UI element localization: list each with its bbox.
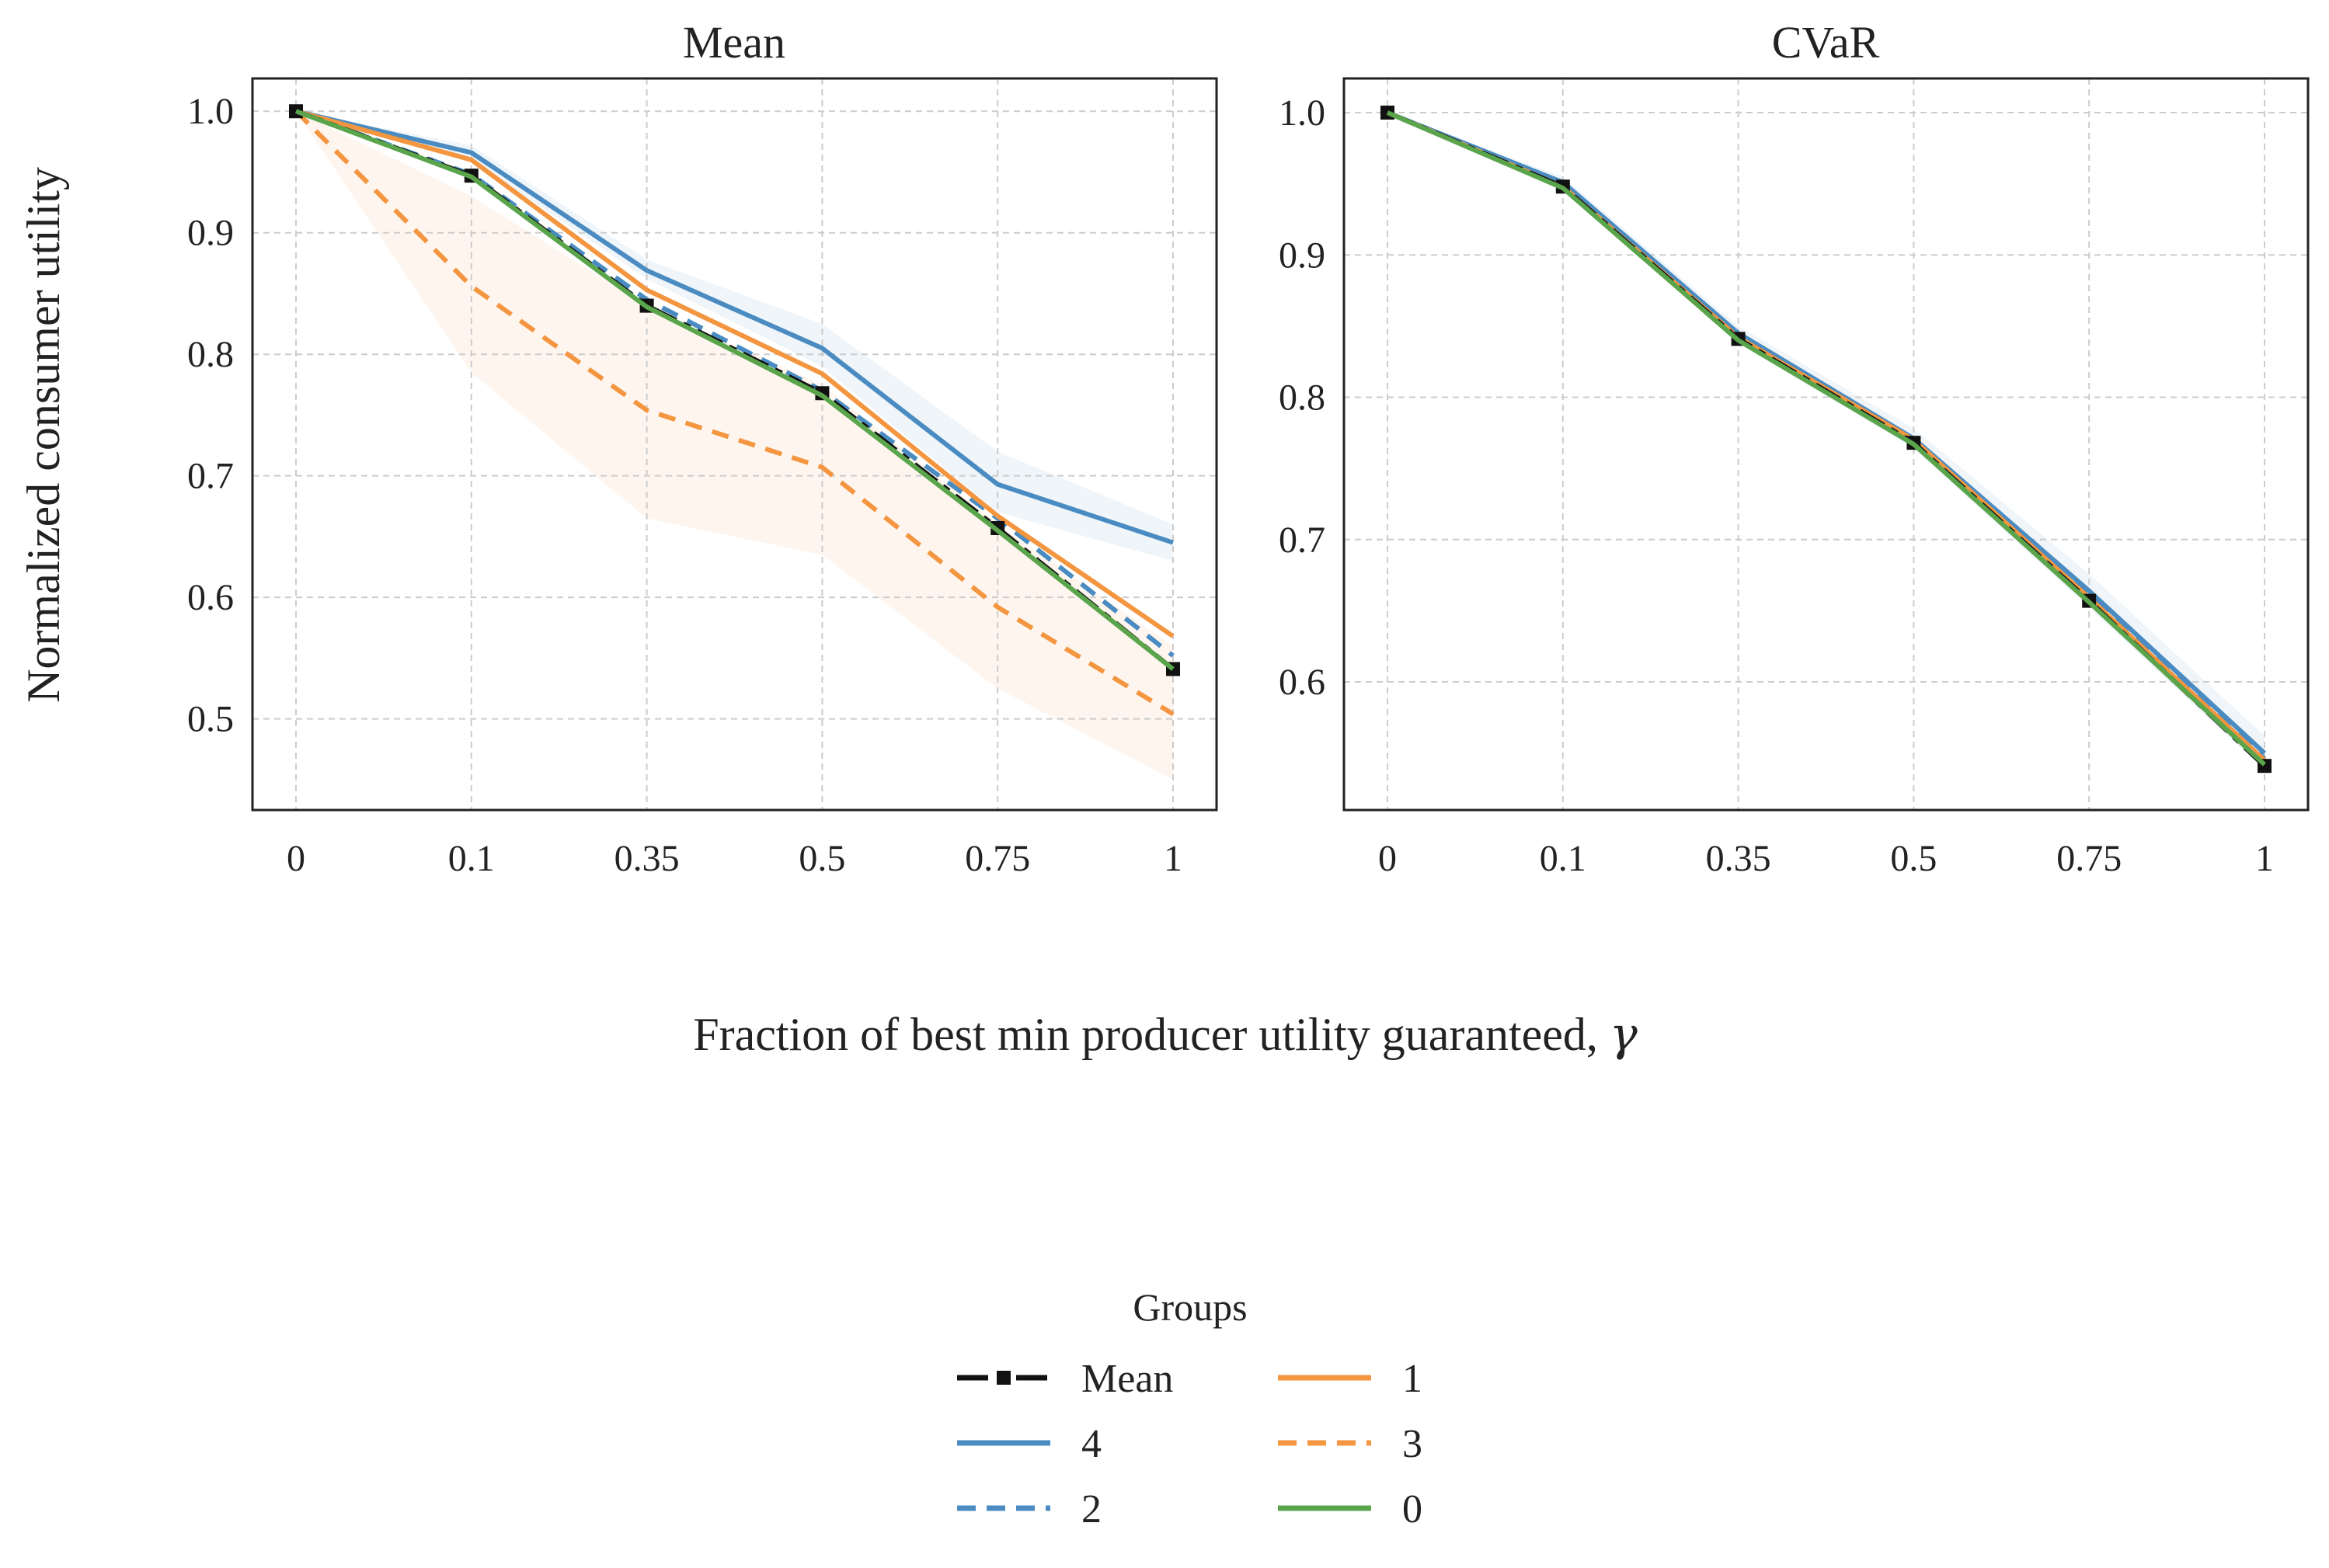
- y-tick-label-0-8: 0.8: [1279, 377, 1325, 419]
- legend-label-2: 2: [1081, 1487, 1102, 1531]
- series-line-mean-3: [294, 110, 1175, 716]
- panel-cvar: 0 0.1 0.35 0.5 0.75 1 1.0 0.9 0.8 0.7 0.6 CVaR: [1279, 17, 2310, 879]
- y-tick-label-1-0: 1.0: [1279, 92, 1325, 134]
- legend-label-3: 3: [1402, 1422, 1422, 1466]
- series-line-cvar-4: [1386, 110, 2267, 755]
- legend-label-4: 4: [1081, 1422, 1102, 1466]
- x-axis-title: Fraction of best min producer utility gu…: [693, 1007, 1638, 1062]
- series-lines-cvar: [1380, 105, 2272, 774]
- panel-mean: 0 0.1 0.35 0.5 0.75 1 1.0 0.9 0.8 0.7 0.6 0.5 Mean: [187, 17, 1218, 879]
- grid-cvar: [1344, 78, 2308, 810]
- panel-title-mean: Mean: [683, 17, 785, 68]
- series-line-mean-0: [294, 109, 1175, 671]
- x-ticks-cvar: 0 0.1 0.35 0.5 0.75 1: [1378, 838, 2274, 879]
- axes-frame-cvar: [1342, 77, 2310, 812]
- x-tick-label-0-5: 0.5: [1890, 838, 1937, 879]
- panel-title-cvar: CVaR: [1772, 17, 1880, 68]
- legend: Groups Mean 4 2 1 3 0: [957, 1285, 1422, 1531]
- y-ticks-mean: 1.0 0.9 0.8 0.7 0.6 0.5: [187, 91, 234, 739]
- x-tick-label-0: 0: [287, 838, 305, 879]
- y-tick-label-0-6: 0.6: [187, 577, 234, 618]
- legend-label-0: 0: [1402, 1487, 1422, 1531]
- x-axis-title-text: Fraction of best min producer utility gu…: [693, 1009, 1610, 1060]
- y-tick-label-0-7: 0.7: [1279, 520, 1325, 561]
- plot-area-mean: [252, 78, 1217, 810]
- y-tick-label-0-9: 0.9: [187, 213, 234, 254]
- legend-label-1: 1: [1402, 1357, 1422, 1401]
- band-mean-group-3: [296, 111, 1173, 780]
- x-tick-label-0-75: 0.75: [965, 838, 1030, 879]
- x-tick-label-1: 1: [1164, 838, 1182, 879]
- series-line-mean-1: [295, 109, 1175, 638]
- y-tick-label-0-7: 0.7: [187, 456, 234, 497]
- x-tick-label-0-75: 0.75: [2056, 838, 2122, 879]
- x-tick-label-0-35: 0.35: [1706, 838, 1771, 879]
- legend-marker-mean: [997, 1371, 1011, 1385]
- series-lines-mean: [289, 104, 1180, 716]
- legend-items: Mean 4 2 1 3 0: [957, 1357, 1422, 1531]
- x-tick-label-0-1: 0.1: [1540, 838, 1586, 879]
- x-tick-label-0: 0: [1378, 838, 1397, 879]
- y-tick-label-0-9: 0.9: [1279, 235, 1325, 276]
- x-tick-label-1: 1: [2255, 838, 2274, 879]
- x-ticks-mean: 0 0.1 0.35 0.5 0.75 1: [287, 838, 1182, 879]
- gamma-symbol: γ: [1610, 1007, 1638, 1062]
- grid-mean: [252, 78, 1217, 810]
- axes-frame-mean: [251, 77, 1218, 812]
- legend-title: Groups: [1133, 1285, 1247, 1329]
- plot-area-cvar: [1344, 78, 2308, 810]
- y-axis-title: Normalized consumer utility: [18, 167, 69, 703]
- series-line-cvar-0: [1386, 110, 2267, 767]
- y-tick-label-0-5: 0.5: [187, 699, 234, 740]
- x-tick-label-0-35: 0.35: [614, 838, 680, 879]
- y-tick-label-1-0: 1.0: [187, 91, 234, 132]
- x-tick-label-0-1: 0.1: [448, 838, 495, 879]
- y-ticks-cvar: 1.0 0.9 0.8 0.7 0.6: [1279, 92, 1325, 703]
- series-line-mean-4: [295, 109, 1174, 545]
- y-tick-label-0-8: 0.8: [187, 334, 234, 375]
- legend-label-mean: Mean: [1081, 1357, 1173, 1401]
- y-tick-label-0-6: 0.6: [1279, 662, 1325, 703]
- x-tick-label-0-5: 0.5: [799, 838, 845, 879]
